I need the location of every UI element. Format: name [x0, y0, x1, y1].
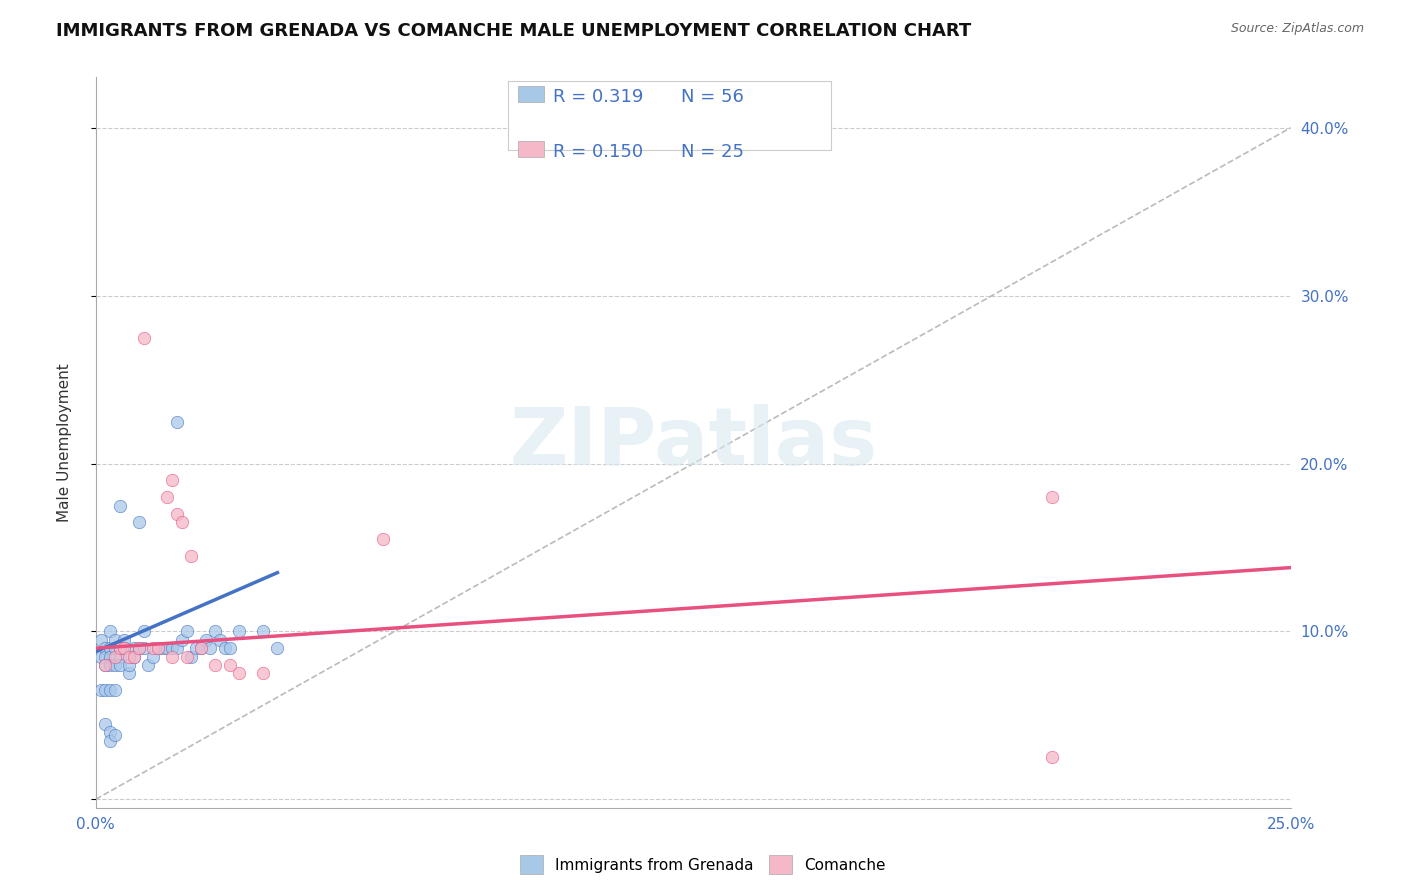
Y-axis label: Male Unemployment: Male Unemployment [58, 363, 72, 522]
Point [166, 641, 188, 656]
Point [94, 658, 117, 673]
Point [1040, 750, 1063, 764]
Point [146, 641, 169, 656]
Point [122, 649, 145, 664]
Point [162, 649, 184, 664]
Point [104, 632, 127, 647]
Point [98, 624, 121, 639]
Point [180, 549, 202, 563]
Point [118, 649, 141, 664]
Point [1040, 490, 1063, 504]
Point [90, 632, 112, 647]
Bar [517, 141, 544, 157]
Point [176, 649, 198, 664]
Point [170, 632, 193, 647]
Point [114, 632, 136, 647]
Point [104, 729, 127, 743]
Point [170, 516, 193, 530]
Point [90, 683, 112, 698]
Point [98, 683, 121, 698]
Point [162, 473, 184, 487]
Text: N = 25: N = 25 [682, 143, 744, 161]
Point [166, 415, 188, 429]
Point [252, 624, 274, 639]
Point [104, 641, 127, 656]
Point [228, 666, 250, 681]
Point [252, 666, 274, 681]
Point [266, 641, 288, 656]
Point [190, 641, 212, 656]
Text: IMMIGRANTS FROM GRENADA VS COMANCHE MALE UNEMPLOYMENT CORRELATION CHART: IMMIGRANTS FROM GRENADA VS COMANCHE MALE… [56, 22, 972, 40]
Point [166, 507, 188, 521]
Point [94, 716, 117, 731]
Text: R = 0.150: R = 0.150 [554, 143, 644, 161]
Point [142, 641, 165, 656]
Text: N = 56: N = 56 [682, 88, 744, 106]
Point [142, 649, 165, 664]
Point [104, 658, 127, 673]
Point [118, 666, 141, 681]
Point [194, 632, 217, 647]
Point [108, 641, 131, 656]
Point [218, 658, 240, 673]
Point [98, 641, 121, 656]
Bar [517, 87, 544, 103]
Point [132, 331, 155, 345]
Point [204, 658, 226, 673]
Point [132, 641, 155, 656]
Point [218, 641, 240, 656]
Point [209, 632, 232, 647]
Point [186, 641, 208, 656]
Point [156, 641, 179, 656]
Point [128, 641, 150, 656]
Point [204, 624, 226, 639]
Point [152, 641, 174, 656]
Point [98, 733, 121, 747]
Point [98, 649, 121, 664]
Text: ZIPatlas: ZIPatlas [509, 403, 877, 482]
Point [128, 641, 150, 656]
Point [132, 624, 155, 639]
Point [108, 499, 131, 513]
Point [371, 532, 394, 546]
Point [104, 649, 127, 664]
Point [138, 658, 160, 673]
Point [98, 725, 121, 739]
Point [108, 649, 131, 664]
Legend: Immigrants from Grenada, Comanche: Immigrants from Grenada, Comanche [515, 849, 891, 880]
Point [114, 641, 136, 656]
Point [128, 516, 150, 530]
Point [162, 641, 184, 656]
FancyBboxPatch shape [508, 81, 831, 151]
Point [98, 658, 121, 673]
Point [90, 649, 112, 664]
Text: Source: ZipAtlas.com: Source: ZipAtlas.com [1230, 22, 1364, 36]
Point [190, 641, 212, 656]
Point [146, 641, 169, 656]
Point [108, 641, 131, 656]
Point [176, 624, 198, 639]
Point [122, 649, 145, 664]
Point [94, 649, 117, 664]
Point [94, 641, 117, 656]
Point [228, 624, 250, 639]
Point [94, 683, 117, 698]
Point [108, 658, 131, 673]
Point [180, 649, 202, 664]
Point [104, 683, 127, 698]
Text: R = 0.319: R = 0.319 [554, 88, 644, 106]
Point [122, 641, 145, 656]
Point [114, 641, 136, 656]
Point [94, 658, 117, 673]
Point [200, 641, 222, 656]
Point [214, 641, 236, 656]
Point [118, 658, 141, 673]
Point [156, 490, 179, 504]
